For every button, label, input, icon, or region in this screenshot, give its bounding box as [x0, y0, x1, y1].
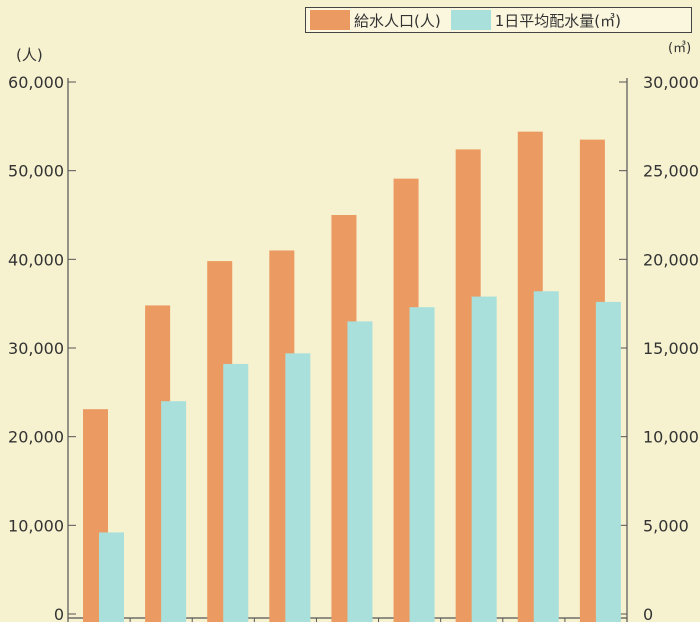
chart-legend: 給水人口(人) 1日平均配水量(㎥) [305, 7, 692, 33]
right-tick-label: 0 [643, 605, 653, 622]
bar-distribution [409, 307, 435, 622]
right-tick-label: 30,000 [643, 73, 699, 92]
left-tick-label: 30,000 [8, 339, 64, 358]
right-tick-label: 10,000 [643, 428, 699, 447]
bar-distribution [99, 532, 124, 622]
left-tick-label: 60,000 [8, 73, 64, 92]
left-tick-label: 10,000 [8, 516, 64, 535]
left-tick-label: 20,000 [8, 428, 64, 447]
bar-distribution [471, 296, 497, 622]
right-tick-label: 5,000 [643, 516, 689, 535]
right-tick-label: 25,000 [643, 162, 699, 181]
bar-distribution [285, 353, 311, 622]
legend-swatch-population [310, 10, 350, 30]
legend-swatch-distribution [450, 10, 491, 30]
bar-distribution [595, 301, 621, 622]
legend-label-population: 給水人口(人) [354, 11, 441, 30]
right-tick-label: 20,000 [643, 250, 699, 269]
left-tick-label: 50,000 [8, 162, 64, 181]
left-tick-label: 40,000 [8, 250, 64, 269]
left-tick-label: 0 [54, 605, 64, 622]
right-tick-label: 15,000 [643, 339, 699, 358]
bar-distribution [347, 321, 373, 622]
bar-distribution [161, 401, 187, 622]
legend-label-distribution: 1日平均配水量(㎥) [494, 11, 621, 30]
bar-distribution [223, 363, 249, 622]
bar-distribution [533, 291, 559, 622]
left-axis-unit-label: (人) [16, 46, 43, 64]
right-axis-unit-label: (㎥) [668, 41, 691, 56]
